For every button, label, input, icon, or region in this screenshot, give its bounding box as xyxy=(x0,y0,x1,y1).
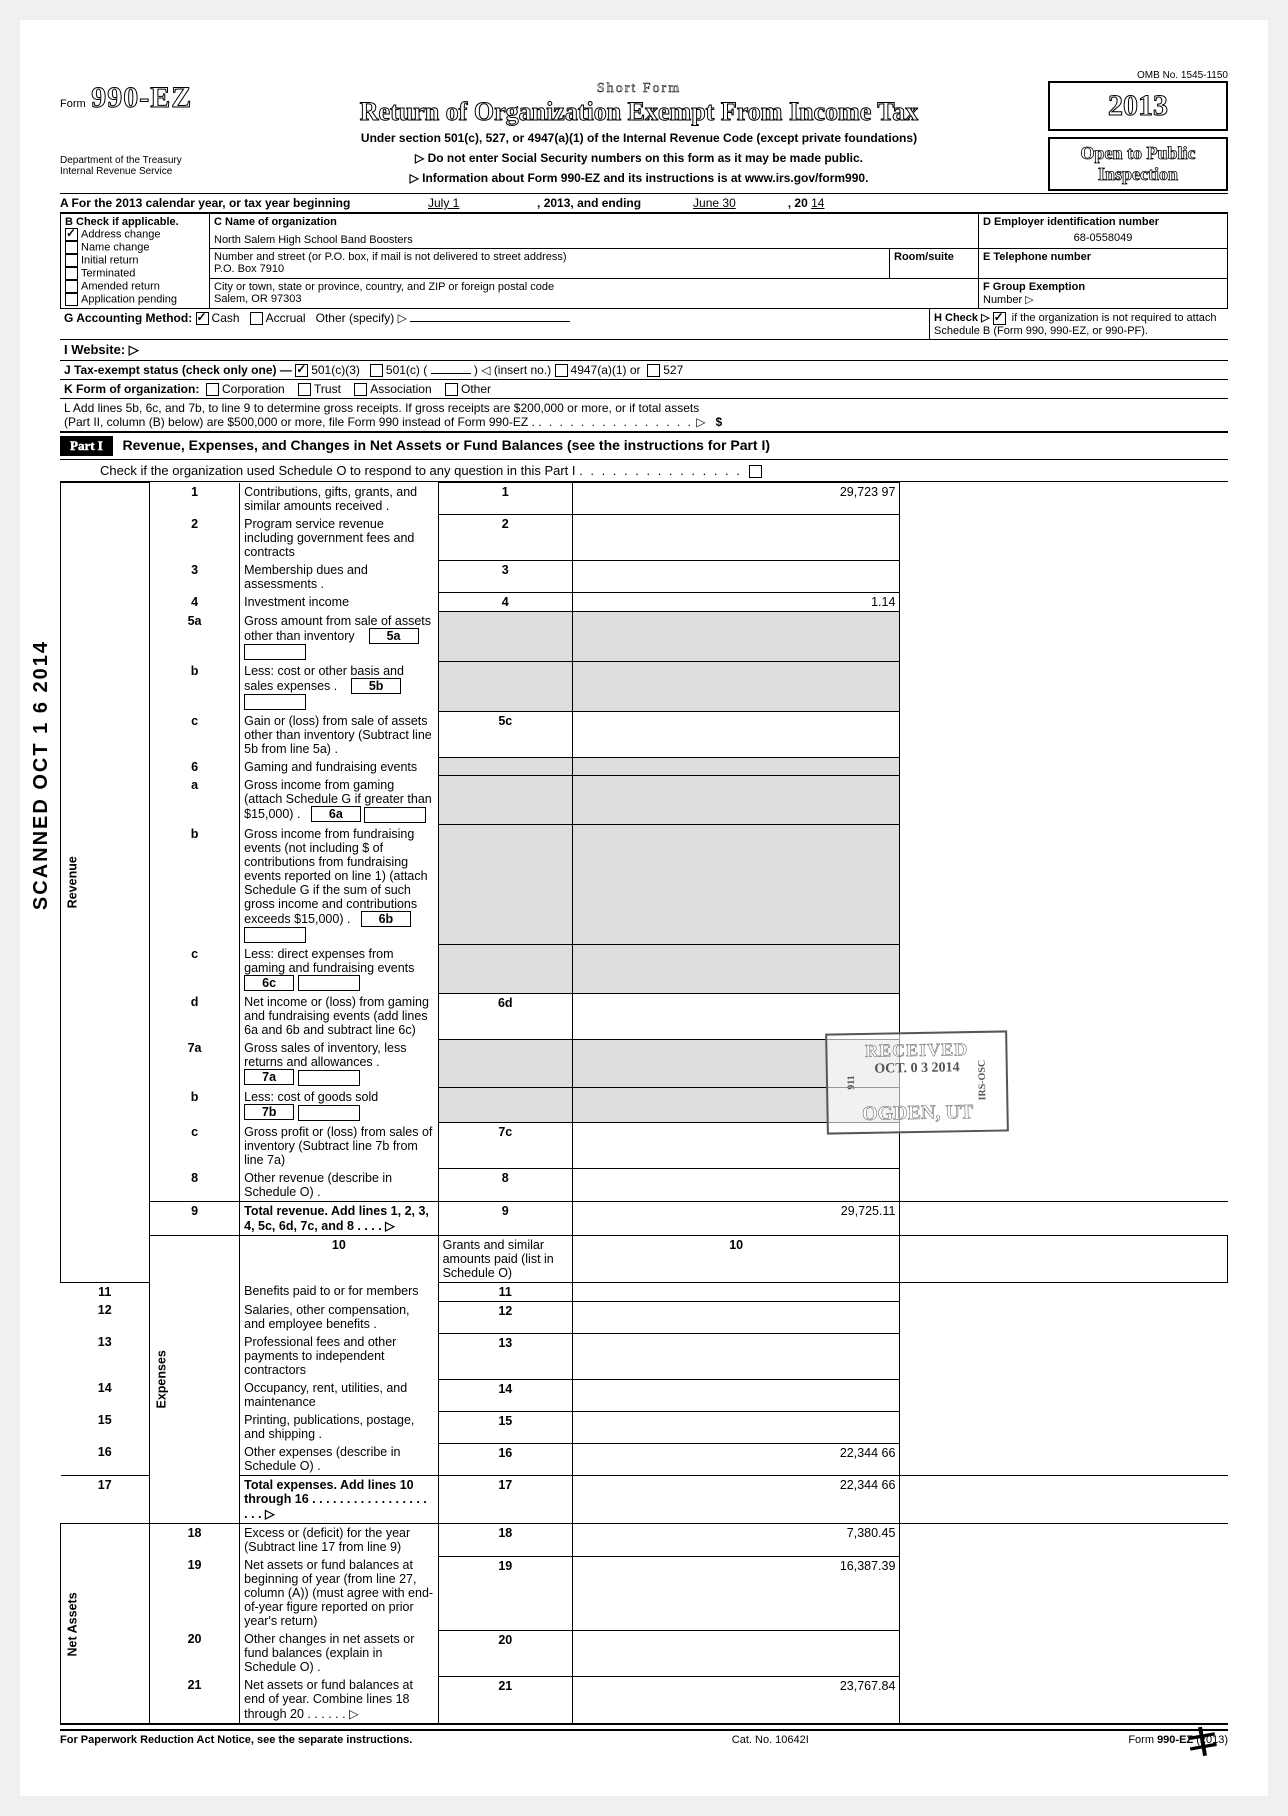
amt-16: 22,344 66 xyxy=(572,1443,900,1476)
street: P.O. Box 7910 xyxy=(214,263,284,275)
city-label: City or town, state or province, country… xyxy=(214,281,554,293)
short-form-label: Short Form xyxy=(230,81,1048,97)
notice-2: ▷ Information about Form 990-EZ and its … xyxy=(230,171,1048,185)
chk-corp[interactable] xyxy=(206,383,219,396)
received-stamp: RECEIVED 911 OCT. 0 3 2014 IRS-OSC OGDEN… xyxy=(825,1030,1009,1134)
chk-amended[interactable] xyxy=(65,280,78,293)
chk-501c3[interactable] xyxy=(295,364,308,377)
amt-1: 29,723 97 xyxy=(572,483,900,515)
period-end-month: June 30 xyxy=(644,196,784,210)
line-h-label: H Check ▷ xyxy=(934,312,990,324)
block-d-label: D Employer identification number xyxy=(983,216,1159,228)
amt-17: 22,344 66 xyxy=(572,1476,900,1524)
chk-accrual[interactable] xyxy=(250,312,263,325)
chk-terminated[interactable] xyxy=(65,267,78,280)
amt-21: 23,767.84 xyxy=(572,1676,900,1724)
omb-number: OMB No. 1545-1150 xyxy=(60,70,1228,81)
line-i: I Website: ▷ xyxy=(64,342,139,357)
tax-year: 2013 xyxy=(1048,81,1228,131)
chk-assoc[interactable] xyxy=(354,383,367,396)
block-e-label: E Telephone number xyxy=(983,251,1091,263)
city: Salem, OR 97303 xyxy=(214,293,301,305)
section-net-assets: Net Assets xyxy=(61,1524,150,1725)
section-revenue: Revenue xyxy=(61,483,150,1282)
notice-1: ▷ Do not enter Social Security numbers o… xyxy=(230,151,1048,165)
form-title: Return of Organization Exempt From Incom… xyxy=(230,97,1048,127)
period-end-year: 14 xyxy=(811,196,824,210)
amt-19: 16,387.39 xyxy=(572,1556,900,1630)
org-name: North Salem High School Band Boosters xyxy=(214,234,413,246)
val-5a xyxy=(244,644,306,660)
part-1-table: Revenue 1 Contributions, gifts, grants, … xyxy=(60,482,1228,1725)
open-public-1: Open to Public xyxy=(1058,143,1218,164)
line-a-mid: , 2013, and ending xyxy=(537,196,641,210)
line-j-label: J Tax-exempt status (check only one) — xyxy=(64,363,292,377)
chk-527[interactable] xyxy=(647,364,660,377)
block-b-label: B Check if applicable. xyxy=(65,216,179,228)
line-a-year-prefix: , 20 xyxy=(788,196,808,210)
val-5b xyxy=(244,694,306,710)
room-label: Room/suite xyxy=(894,251,954,263)
period-begin: July 1 xyxy=(354,196,534,210)
open-public-2: Inspection xyxy=(1058,164,1218,185)
line-l-1: L Add lines 5b, 6c, and 7b, to line 9 to… xyxy=(64,401,699,415)
chk-other-org[interactable] xyxy=(445,383,458,396)
block-f-label: F Group Exemption xyxy=(983,281,1085,293)
chk-trust[interactable] xyxy=(298,383,311,396)
form-prefix: Form xyxy=(60,98,86,110)
chk-initial-return[interactable] xyxy=(65,254,78,267)
chk-501c[interactable] xyxy=(370,364,383,377)
ein: 68-0558049 xyxy=(983,232,1223,244)
chk-cash[interactable] xyxy=(196,312,209,325)
amt-18: 7,380.45 xyxy=(572,1524,900,1557)
footer-mid: Cat. No. 10642I xyxy=(732,1734,809,1746)
chk-4947[interactable] xyxy=(555,364,568,377)
form-page: SCANNED OCT 1 6 2014 OMB No. 1545-1150 F… xyxy=(20,20,1268,1796)
footer-left: For Paperwork Reduction Act Notice, see … xyxy=(60,1734,412,1746)
amt-9: 29,725.11 xyxy=(572,1201,900,1235)
chk-name-change[interactable] xyxy=(65,241,78,254)
block-f-sub: Number ▷ xyxy=(983,294,1034,306)
chk-pending[interactable] xyxy=(65,293,78,306)
chk-sched-o[interactable] xyxy=(749,465,762,478)
part-1-check: Check if the organization used Schedule … xyxy=(100,463,576,478)
line-a-prefix: A For the 2013 calendar year, or tax yea… xyxy=(60,196,350,210)
part-1-title: Revenue, Expenses, and Changes in Net As… xyxy=(122,437,770,453)
chk-h[interactable] xyxy=(993,312,1006,325)
street-label: Number and street (or P.O. box, if mail … xyxy=(214,251,567,263)
dept-2: Internal Revenue Service xyxy=(60,166,230,177)
line-k-label: K Form of organization: xyxy=(64,382,199,396)
header-block: B Check if applicable. Address change Na… xyxy=(60,213,1228,309)
form-subtitle: Under section 501(c), 527, or 4947(a)(1)… xyxy=(230,131,1048,145)
dept-1: Department of the Treasury xyxy=(60,155,230,166)
line-g-label: G Accounting Method: xyxy=(64,311,192,325)
chk-address-change[interactable] xyxy=(65,228,78,241)
section-expenses: Expenses xyxy=(150,1235,240,1524)
amt-4: 1.14 xyxy=(572,593,900,612)
line-l-2: (Part II, column (B) below) are $500,000… xyxy=(64,415,535,429)
block-c-label: C Name of organization xyxy=(214,216,337,228)
form-id: 990-EZ xyxy=(91,81,192,114)
part-1-label: Part I xyxy=(60,436,113,456)
scanned-stamp: SCANNED OCT 1 6 2014 xyxy=(30,640,53,910)
